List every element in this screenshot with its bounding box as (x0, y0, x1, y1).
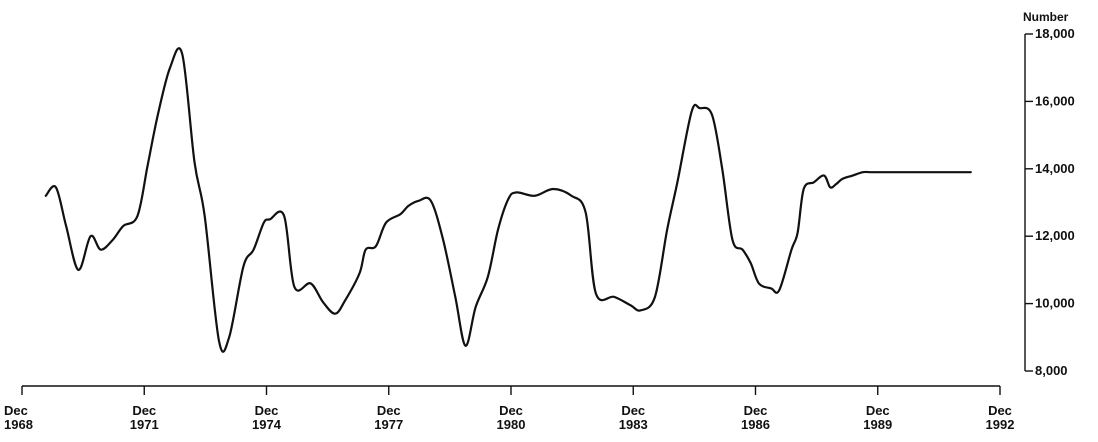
x-tick-label-month: Dec (499, 403, 523, 418)
x-tick-label-year: 1983 (619, 417, 648, 432)
y-tick-label: 18,000 (1035, 26, 1075, 41)
x-tick-label-year: 1992 (986, 417, 1015, 432)
x-tick-label-month: Dec (377, 403, 401, 418)
x-tick-label-year: 1989 (863, 417, 892, 432)
x-tick-label-year: 1974 (252, 417, 282, 432)
y-tick-label: 12,000 (1035, 228, 1075, 243)
x-tick-label-month: Dec (744, 403, 768, 418)
y-axis: 8,000 10,000 12,000 14,000 16,000 18,000 (1024, 26, 1075, 378)
x-tick-label-month: Dec (132, 403, 156, 418)
series-line (44, 47, 972, 353)
y-tick-label: 14,000 (1035, 161, 1075, 176)
x-tick-label-month: Dec (255, 403, 279, 418)
x-tick-label-year: 1968 (4, 417, 33, 432)
x-tick-label-year: 1986 (741, 417, 770, 432)
x-tick-label-year: 1971 (130, 417, 159, 432)
y-axis-unit-label: Number (1023, 10, 1069, 24)
x-tick-label-month: Dec (866, 403, 890, 418)
y-tick-label: 8,000 (1035, 363, 1068, 378)
y-tick-label: 10,000 (1035, 296, 1075, 311)
y-tick-label: 16,000 (1035, 93, 1075, 108)
x-tick-label-month: Dec (621, 403, 645, 418)
x-tick-label-month: Dec (988, 403, 1012, 418)
x-tick-label-month: Dec (4, 403, 28, 418)
x-tick-label-year: 1977 (374, 417, 403, 432)
series-group (44, 47, 972, 353)
x-tick-label-year: 1980 (497, 417, 526, 432)
x-axis: Dec1968Dec1971Dec1974Dec1977Dec1980Dec19… (4, 385, 1015, 432)
